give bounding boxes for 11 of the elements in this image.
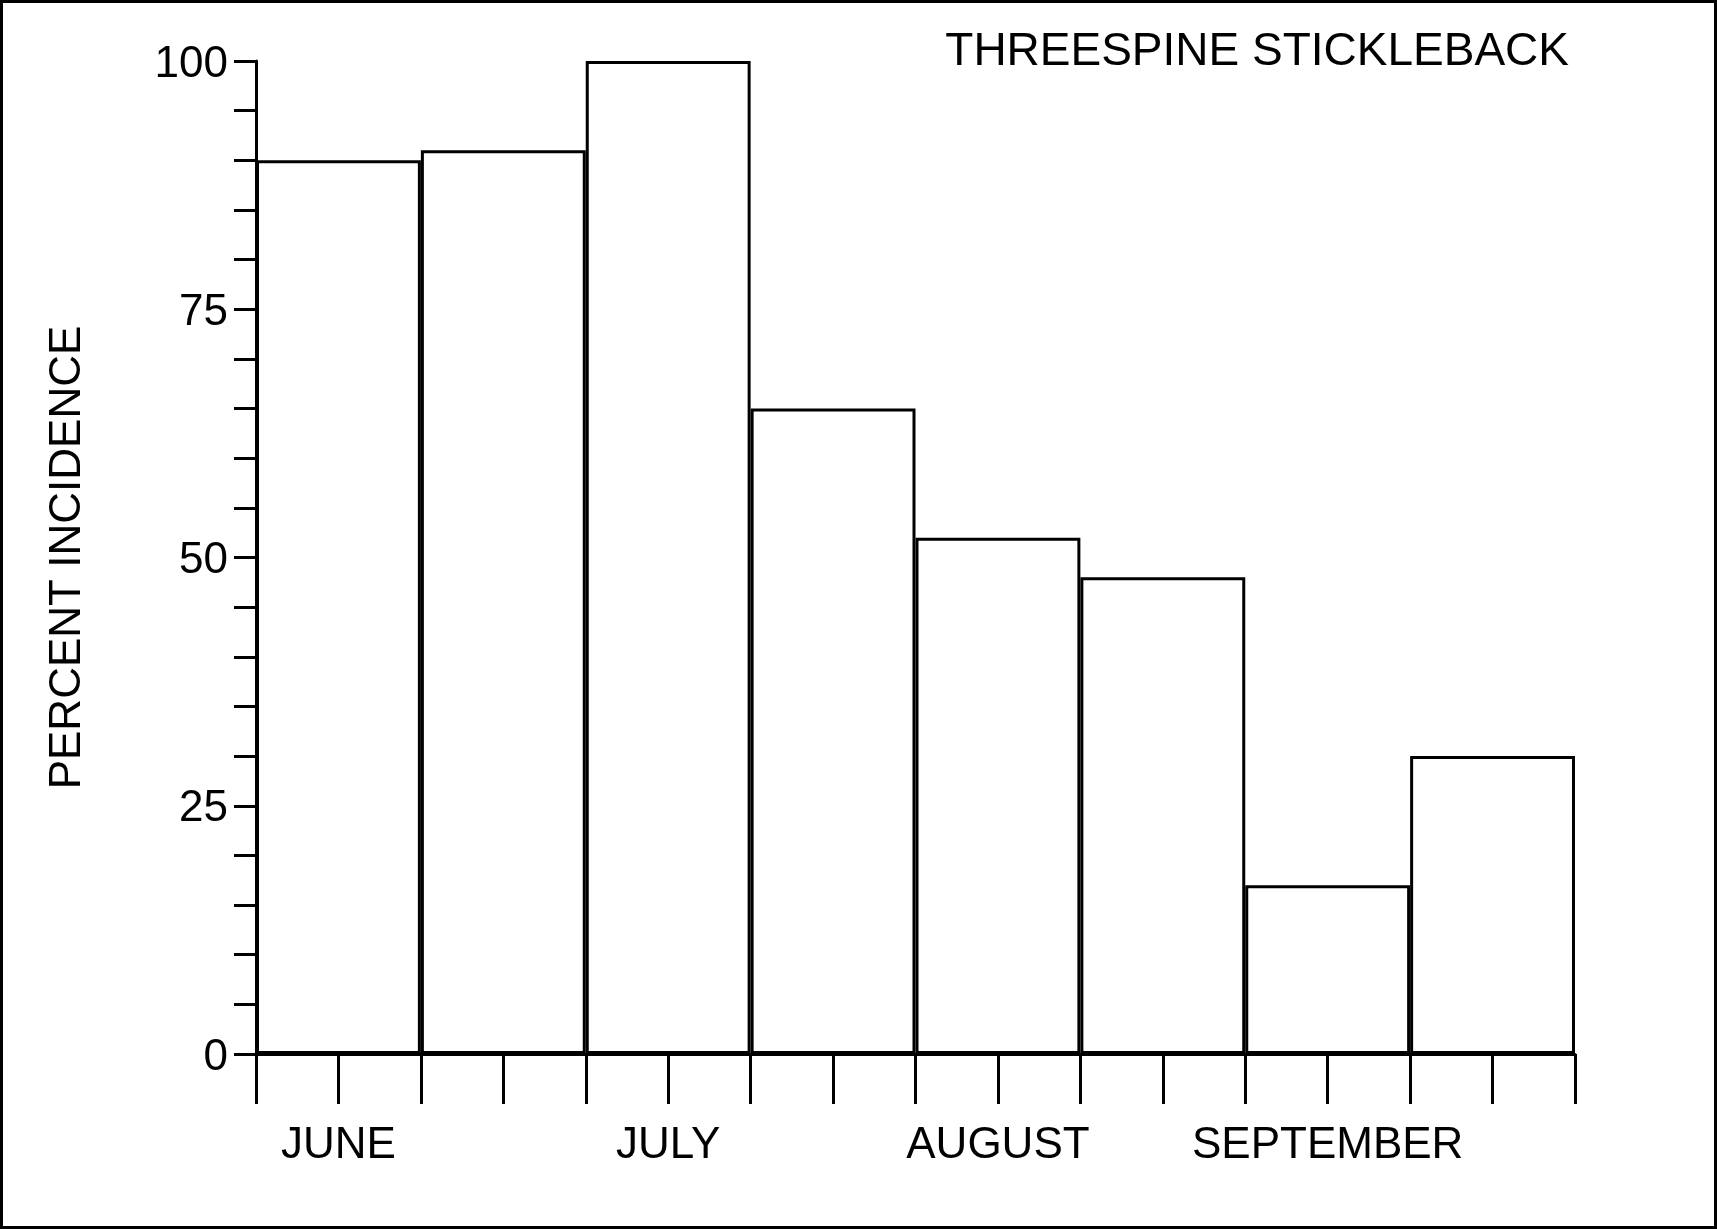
y-axis-title: PERCENT INCIDENCE bbox=[39, 325, 89, 790]
x-tick-label: SEPTEMBER bbox=[1191, 1117, 1464, 1167]
y-tick-label: 100 bbox=[154, 36, 228, 86]
y-tick-label: 75 bbox=[179, 284, 228, 334]
x-tick-label: JULY bbox=[616, 1117, 721, 1167]
x-tick-label: JUNE bbox=[280, 1117, 396, 1167]
y-tick-label: 0 bbox=[203, 1029, 228, 1079]
chart-title: THREESPINE STICKLEBACK bbox=[945, 23, 1570, 75]
y-tick-label: 50 bbox=[179, 533, 228, 582]
y-tick-label: 25 bbox=[179, 781, 228, 831]
x-tick-label: AUGUST bbox=[906, 1117, 1090, 1167]
